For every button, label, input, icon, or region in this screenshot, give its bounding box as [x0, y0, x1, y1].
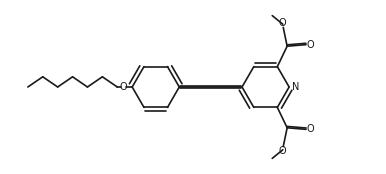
Text: O: O	[307, 40, 315, 50]
Text: O: O	[278, 18, 286, 28]
Text: O: O	[307, 124, 315, 134]
Text: O: O	[120, 82, 127, 92]
Text: O: O	[278, 146, 286, 156]
Text: N: N	[292, 82, 300, 92]
